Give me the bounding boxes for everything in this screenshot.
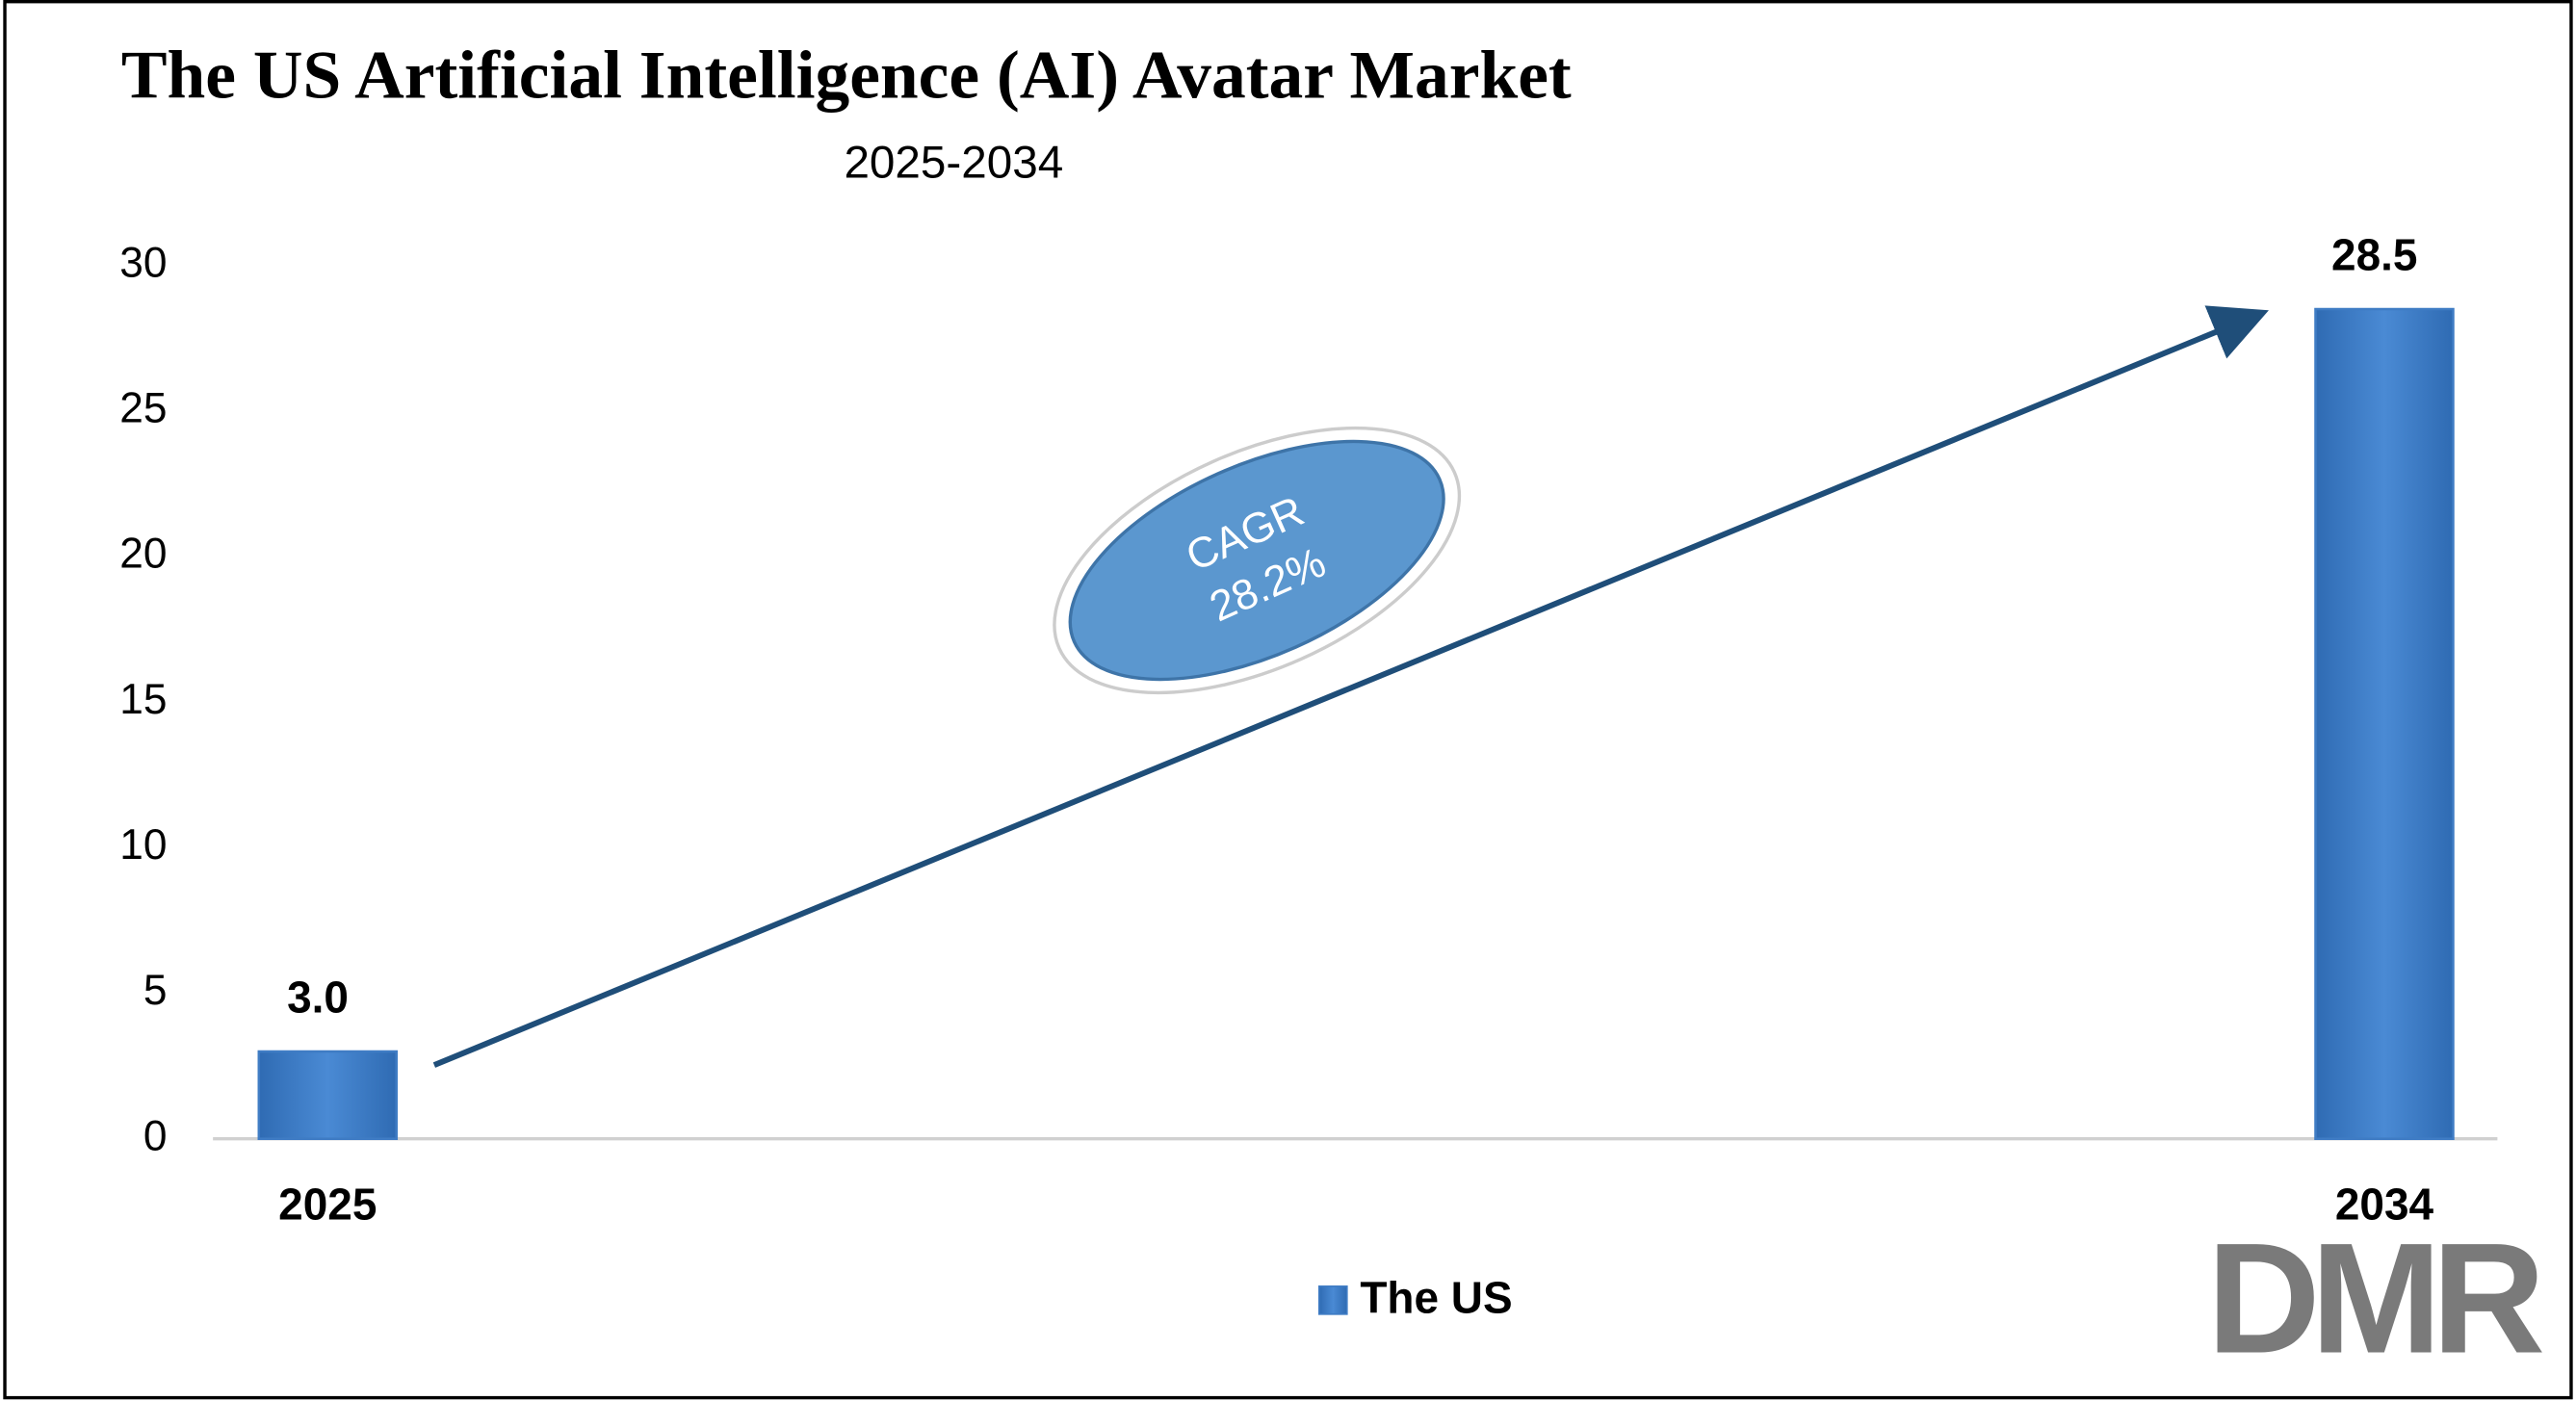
cagr-badge: CAGR 28.2% xyxy=(1053,426,1462,695)
bar xyxy=(2314,307,2455,1140)
y-tick-label: 5 xyxy=(143,967,168,1014)
frame xyxy=(3,0,2573,1400)
bar xyxy=(257,1050,399,1140)
x-tick-label: 2025 xyxy=(278,1179,377,1229)
y-tick-label: 25 xyxy=(119,385,167,432)
value-label: 3.0 xyxy=(287,972,349,1022)
y-tick-label: 0 xyxy=(143,1112,168,1159)
legend-label: The US xyxy=(1360,1272,1512,1322)
chart-title: The US Artificial Intelligence (AI) Avat… xyxy=(121,37,1572,113)
value-label: 28.5 xyxy=(2331,229,2417,279)
y-tick-label: 30 xyxy=(119,239,167,286)
logo: DMR xyxy=(2207,1210,2543,1387)
x-tick-label: 2034 xyxy=(2335,1179,2434,1229)
trend-arrow xyxy=(432,305,2269,1068)
chart-subtitle: 2025-2034 xyxy=(844,137,1063,188)
y-tick-label: 10 xyxy=(119,821,167,869)
y-tick-label: 15 xyxy=(119,676,167,723)
y-tick-label: 20 xyxy=(119,531,167,578)
badge xyxy=(1068,439,1445,682)
legend-swatch xyxy=(1317,1285,1348,1315)
